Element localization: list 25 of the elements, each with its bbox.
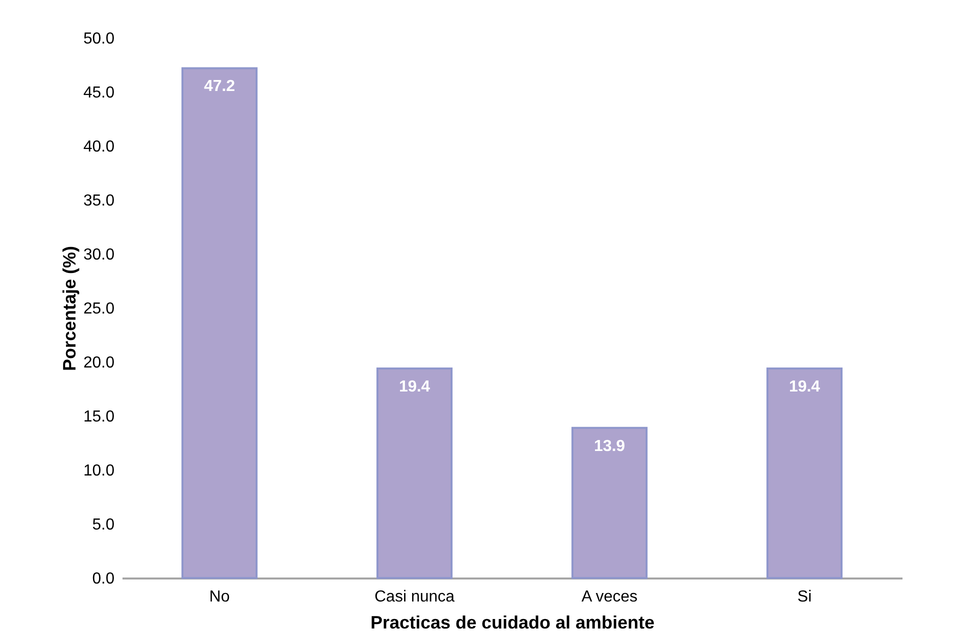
y-tick-label: 30.0: [83, 246, 115, 264]
data-label: 47.2: [204, 78, 236, 96]
bar: [181, 67, 258, 579]
data-label: 19.4: [398, 378, 430, 396]
x-tick-label: Si: [797, 588, 812, 606]
y-tick-label: 50.0: [83, 30, 115, 48]
y-tick-label: 45.0: [83, 84, 115, 102]
y-tick-label: 35.0: [83, 192, 115, 210]
x-tick-label: No: [209, 588, 230, 606]
data-label: 19.4: [788, 378, 820, 396]
x-tick-label: A veces: [581, 588, 638, 606]
y-tick-label: 10.0: [83, 462, 115, 480]
y-tick-label: 25.0: [83, 300, 115, 318]
x-tick-label: Casi nunca: [374, 588, 455, 606]
y-tick-label: 5.0: [92, 516, 115, 534]
data-label: 13.9: [594, 438, 626, 455]
y-tick-label: 40.0: [83, 138, 115, 156]
y-tick-label: 0.0: [92, 570, 115, 588]
y-axis-title: Porcentaje (%): [59, 246, 80, 372]
x-axis-title: Practicas de cuidado al ambiente: [370, 612, 655, 632]
y-tick-label: 20.0: [83, 354, 115, 372]
bar: [376, 367, 453, 579]
bar: [766, 367, 843, 579]
y-tick-label: 15.0: [83, 408, 115, 426]
bar: [571, 426, 648, 579]
